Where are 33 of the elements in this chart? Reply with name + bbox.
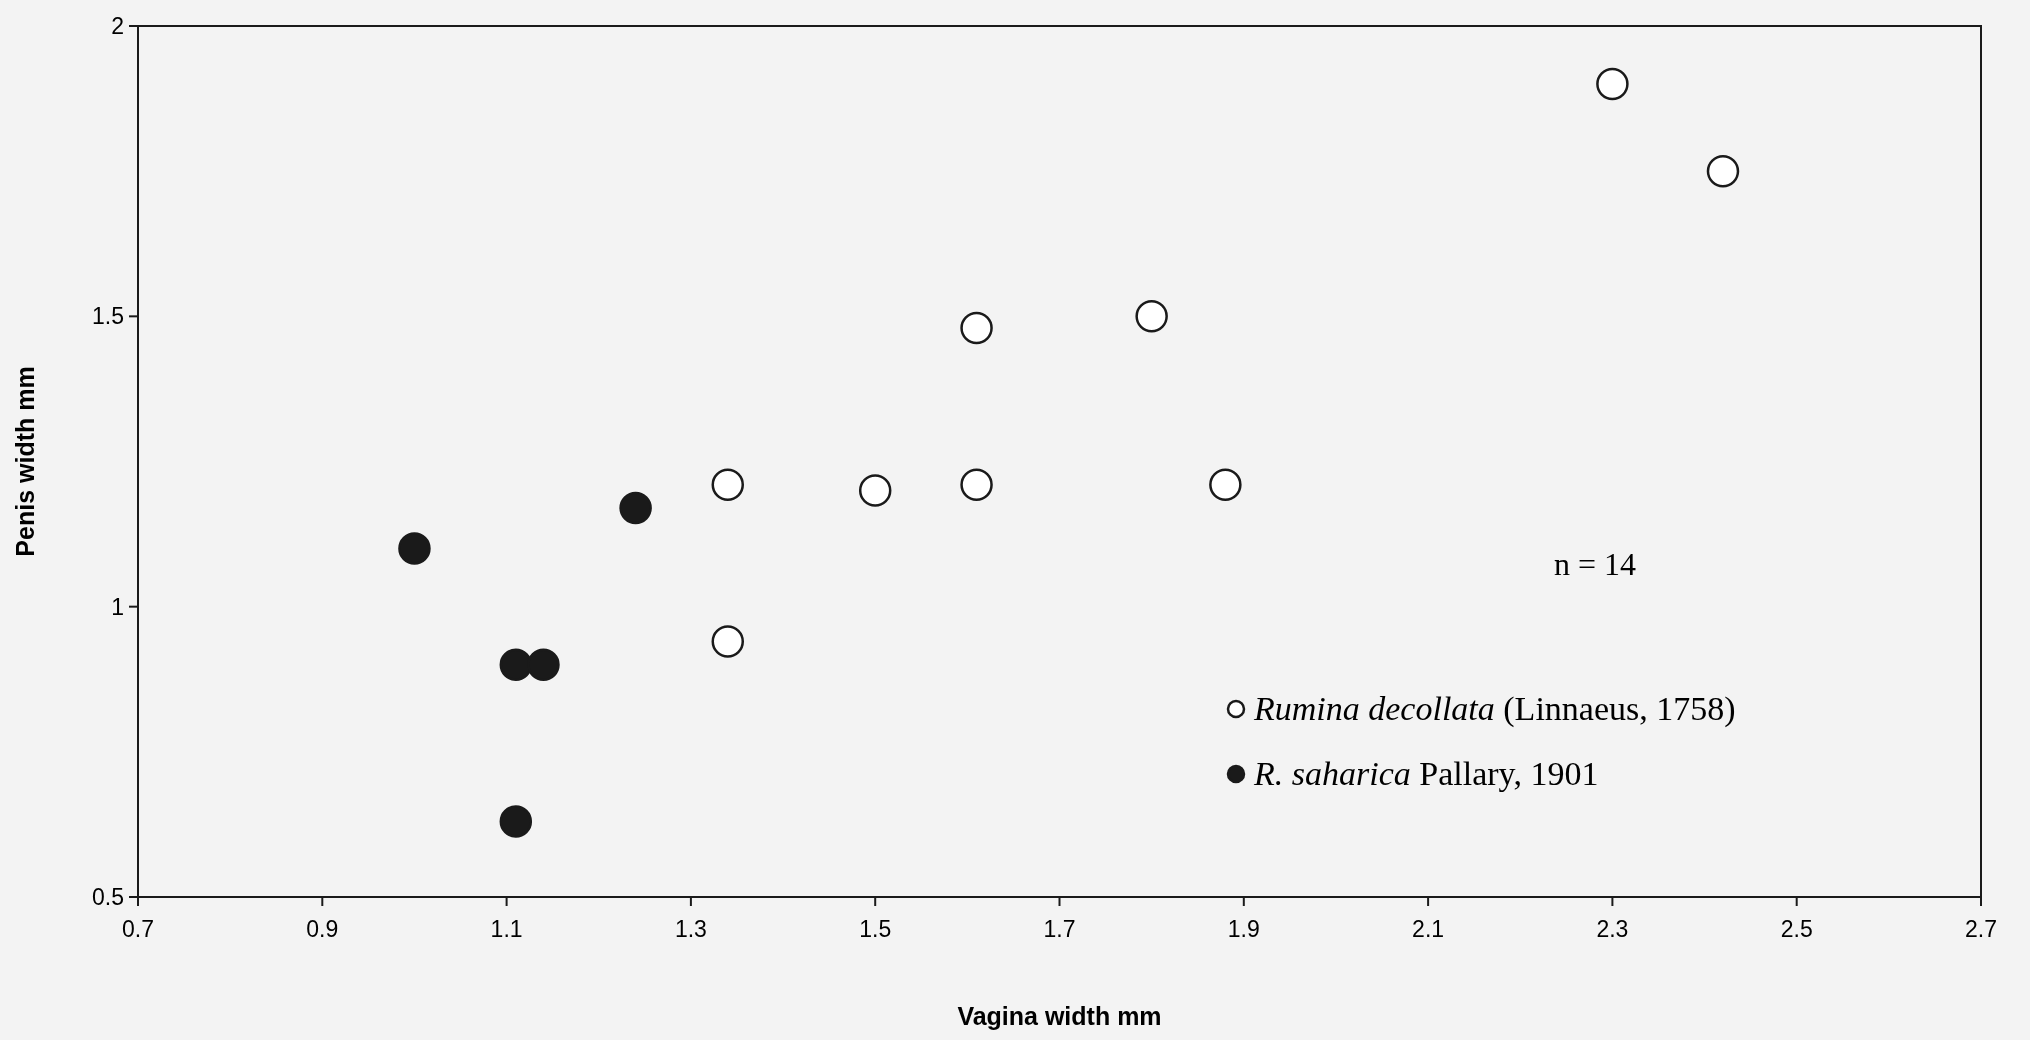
x-tick-label: 2.3 — [1596, 916, 1629, 942]
point — [619, 491, 652, 525]
x-tick-label: 1.5 — [859, 916, 892, 942]
point — [711, 625, 745, 658]
point — [527, 648, 560, 681]
x-tick-label: 1.7 — [1043, 916, 1076, 942]
x-tick-label: 1.1 — [490, 916, 523, 942]
legend-label: R. saharica Pallary, 1901 — [1253, 755, 1599, 792]
point — [1596, 67, 1629, 101]
y-tick-label: 1.5 — [92, 303, 124, 330]
x-tick-label: 0.9 — [306, 916, 339, 942]
point — [960, 468, 993, 501]
y-tick-label: 0.5 — [92, 884, 124, 910]
point — [1209, 468, 1242, 501]
x-tick-label: 2.1 — [1412, 916, 1445, 942]
point — [858, 474, 892, 507]
x-tick-label: 2.7 — [1965, 916, 1997, 942]
point — [1135, 300, 1168, 333]
y-tick-label: 2 — [111, 13, 124, 39]
point — [960, 311, 993, 345]
x-tick-label: 1.9 — [1227, 916, 1260, 942]
point — [398, 532, 431, 565]
x-tick-label: 0.7 — [122, 916, 154, 942]
point — [499, 805, 533, 838]
x-tick-label: 2.5 — [1780, 916, 1813, 942]
x-axis-title: Vagina width mm — [957, 1002, 1162, 1030]
point — [711, 468, 745, 501]
y-tick-label: 1 — [111, 593, 124, 620]
annotation: n = 14 — [1553, 546, 1637, 582]
legend-label: Rumina decollata (Linnaeus, 1758) — [1253, 690, 1736, 728]
x-tick-label: 1.3 — [674, 916, 707, 942]
y-axis-title: Penis width mm — [11, 366, 39, 557]
point — [1706, 154, 1740, 188]
